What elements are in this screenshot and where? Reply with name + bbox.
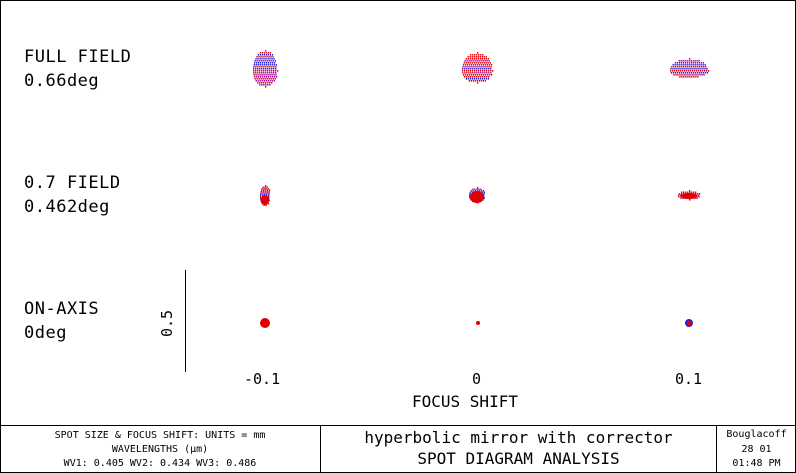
footer-divider-left (320, 425, 321, 473)
spot-on-axis-zero (476, 321, 480, 325)
footer-subtitle: SPOT DIAGRAM ANALYSIS (417, 449, 620, 468)
focus-shift-tick-neg: -0.1 (244, 370, 281, 388)
spot-full-field-neg (253, 50, 279, 88)
spot-full-field-pos (670, 58, 710, 78)
spot-on-axis-neg (260, 318, 270, 328)
spot-07-field-neg-core (261, 195, 269, 205)
footer-top-border (0, 425, 796, 426)
footer-units: SPOT SIZE & FOCUS SHIFT: UNITS = mm (54, 430, 266, 441)
footer-time: 01:48 PM (732, 458, 781, 469)
focus-shift-tick-zero: 0 (472, 370, 482, 388)
focus-shift-tick-pos: 0.1 (675, 370, 703, 388)
footer-divider-right (716, 425, 717, 473)
scale-bar (185, 270, 186, 372)
spot-07-field-pos-core (681, 193, 697, 199)
footer-date: 28 01 (741, 444, 772, 455)
footer-author: Bouglacoff (726, 429, 787, 440)
spot-full-field-zero (462, 52, 494, 84)
row-label-on-axis: ON-AXIS (24, 299, 100, 319)
spot-on-axis-pos (686, 320, 692, 326)
row-label-full-field: FULL FIELD (24, 47, 132, 67)
footer-wavelengths: WV1: 0.405 WV2: 0.434 WV3: 0.486 (63, 458, 257, 469)
spot-07-field-zero-core (470, 191, 484, 203)
row-label-07-field: 0.7 FIELD (24, 173, 121, 193)
row-angle-07-field: 0.462deg (24, 197, 110, 217)
footer-title: hyperbolic mirror with corrector (364, 428, 673, 447)
x-axis-label: FOCUS SHIFT (412, 392, 518, 411)
row-angle-full-field: 0.66deg (24, 71, 100, 91)
row-angle-on-axis: 0deg (24, 323, 67, 343)
footer-wavelengths-label: WAVELENGTHS (μm) (111, 444, 209, 455)
